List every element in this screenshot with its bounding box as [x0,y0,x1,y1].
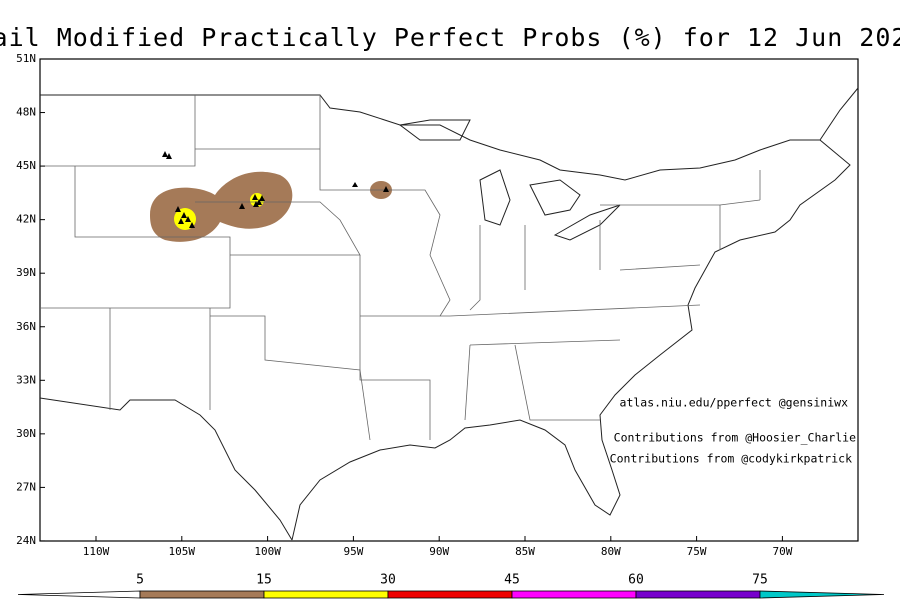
lon-label: 80W [601,545,621,558]
colorbar-label: 75 [752,573,768,588]
map-frame [39,58,859,542]
colorbar-label: 45 [504,573,520,588]
map-title: Hail Modified Practically Perfect Probs … [0,23,900,52]
hail-reports [162,151,389,228]
lon-label: 100W [254,545,281,558]
border [40,94,820,181]
credits: atlas.niu.edu/pperfect @gensiniwx Contrib… [610,396,856,466]
lon-label: 95W [343,545,363,558]
colorbar-end [17,590,141,599]
colorbar-segment [635,590,761,599]
lat-label: 48N [16,106,36,119]
border [39,397,293,541]
lat-label: 33N [16,373,36,386]
colorbar-label: 60 [628,573,644,588]
colorbar-end [759,590,885,599]
lat-label: 39N [16,266,36,279]
credit-text: Contributions from @codykirkpatrick [610,452,852,466]
lat-label: 24N [16,534,36,547]
lat-label: 36N [16,320,36,333]
coastline [291,87,859,541]
lat-label: 42N [16,213,36,226]
colorbar-label: 30 [380,573,396,588]
lon-label: 85W [515,545,535,558]
colorbar-segment [263,590,389,599]
colorbar-segment [387,590,513,599]
lake-erie [553,204,621,241]
credit-text: Contributions from @Hoosier_Charlie [614,431,856,445]
lake-huron [529,179,581,216]
lon-label: 70W [772,545,792,558]
longitude-labels: 110W 105W 100W 95W 90W 85W 80W 75W 70W [83,536,793,558]
credit-text: atlas.niu.edu/pperfect @gensiniwx [620,396,849,410]
lat-label: 30N [16,427,36,440]
colorbar-segment [139,590,265,599]
lon-label: 110W [83,545,110,558]
lake-michigan [479,169,511,226]
hail-15-contour [174,208,196,230]
lon-label: 90W [429,545,449,558]
colorbar-label: 5 [136,573,144,588]
lat-label: 27N [16,480,36,493]
state-lines [40,95,761,441]
colorbar-label: 15 [256,573,272,588]
lon-label: 105W [169,545,196,558]
colorbar: 5 15 30 45 60 75 [17,573,885,599]
lake-superior [398,119,471,141]
map-area [39,58,859,542]
lat-label: 45N [16,159,36,172]
latitude-labels: 51N 48N 45N 42N 39N 36N 33N 30N 27N 24N [16,52,45,547]
colorbar-segment [511,590,637,599]
lon-label: 75W [687,545,707,558]
lat-label: 51N [16,52,36,65]
